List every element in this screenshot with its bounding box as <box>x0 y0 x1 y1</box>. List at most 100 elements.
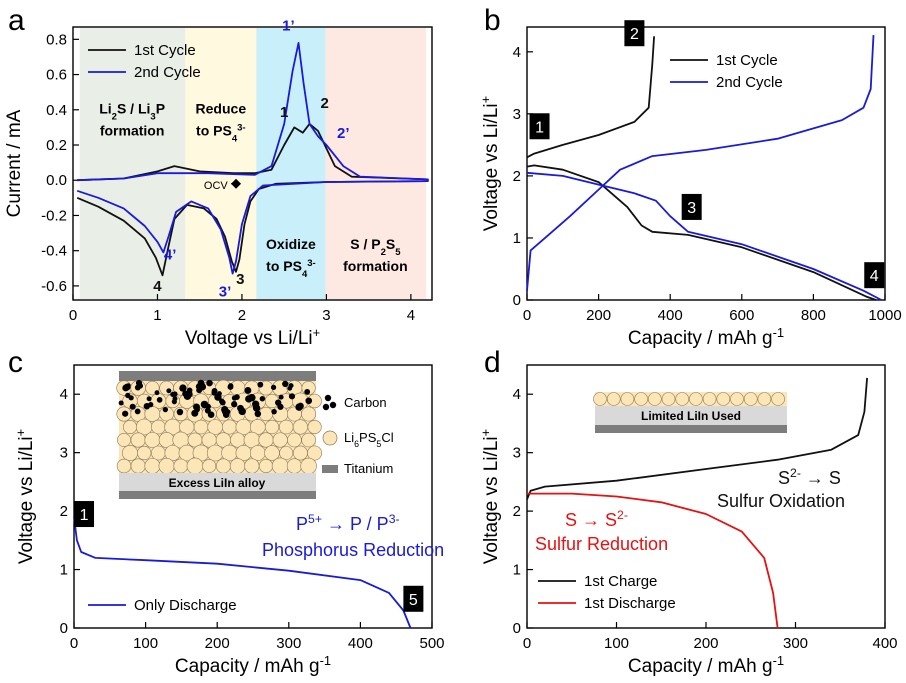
electrolyte-particle <box>173 458 189 474</box>
sulfur-oxidation-label: Sulfur Oxidation <box>717 491 845 511</box>
state-marker-4: 4 <box>870 268 879 285</box>
c-plot-frame <box>73 364 433 629</box>
d-y-tick-label: 4 <box>513 386 521 403</box>
d-x-tick-label: 100 <box>604 635 629 652</box>
carbon-particle <box>191 409 199 417</box>
sulfur-reduction-label: Sulfur Reduction <box>535 534 668 554</box>
electrolyte-particle <box>116 458 132 474</box>
a-legend-label: 2nd Cycle <box>134 64 201 81</box>
voltage-zone <box>185 28 257 299</box>
carbon-particle <box>244 387 252 394</box>
electrolyte-particle <box>271 457 289 475</box>
b-y-tick-label: 0 <box>513 292 521 309</box>
b-x-tick-label: 800 <box>801 307 826 324</box>
ocv-marker <box>231 178 242 189</box>
carbon-particle <box>287 385 293 391</box>
carbon-particle <box>185 390 193 398</box>
peak-label: 1’ <box>282 18 295 35</box>
state-marker-3-box <box>681 193 702 220</box>
electrolyte-particle <box>279 446 294 460</box>
zone-label: formation <box>343 258 408 274</box>
carbon-legend-icon <box>324 394 332 402</box>
a-x-axis-label: Voltage vs Li/Li+ <box>185 325 320 350</box>
carbon-particle <box>197 383 204 389</box>
cell-schematic-limited: Limited LiIn Used <box>593 392 787 433</box>
electrolyte-particle <box>293 445 308 461</box>
electrolyte-particle <box>221 444 238 462</box>
cv-1st-cycle-curve <box>76 123 429 277</box>
cv-2nd-cycle-curve <box>76 42 429 275</box>
phosphorus-equation: P5+ → P / P3- <box>296 512 400 534</box>
zone-label: to PS43- <box>196 122 246 144</box>
electrolyte-particle <box>287 432 302 448</box>
cell-schematic-excess: Excess LiIn alloy <box>116 371 323 499</box>
c-y-tick-label: 2 <box>60 503 68 520</box>
c-y-axis-label: Voltage vs Li/Li+ <box>13 429 38 564</box>
carbon-particle <box>128 395 134 401</box>
voltage-zone <box>256 28 326 299</box>
state-marker-1: 1 <box>80 507 89 524</box>
state-marker-1-box <box>74 501 95 528</box>
electrolyte-particle <box>130 458 146 474</box>
b-y-tick-label: 3 <box>513 106 521 123</box>
electrolyte-particle <box>229 458 246 474</box>
b-x-tick-label: 1000 <box>868 307 901 324</box>
b-legend-label: 2nd Cycle <box>716 74 783 91</box>
electrolyte-particle <box>117 433 131 447</box>
electrolyte-particle <box>702 392 717 406</box>
phosphorus-reduction-label: Phosphorus Reduction <box>262 540 444 560</box>
b-y-axis-label: Voltage vs Li/Li+ <box>478 96 503 231</box>
gcd-1st-cycle-charge-curve <box>526 36 655 159</box>
carbon-particle <box>227 384 234 390</box>
carbon-particle <box>233 394 240 400</box>
carbon-particle <box>172 391 178 397</box>
electrolyte-legend-label: Li6PS5Cl <box>344 430 394 449</box>
electrolyte-particle <box>264 419 280 435</box>
carbon-particle <box>254 410 262 418</box>
electrolyte-particle <box>258 458 274 474</box>
state-marker-1-box <box>529 113 550 140</box>
carbon-particle <box>282 380 289 388</box>
electrolyte-particle <box>634 392 648 406</box>
carbon-particle <box>248 393 256 402</box>
b-x-tick-label: 400 <box>658 307 683 324</box>
carbon-particle <box>162 406 168 413</box>
b-x-tick-label: 600 <box>729 307 754 324</box>
panel-a-label: a <box>8 4 25 37</box>
peak-label: 3’ <box>219 283 232 300</box>
carbon-particle <box>123 383 131 391</box>
electrolyte-particle <box>130 432 146 448</box>
c-legend-label: Only Discharge <box>134 597 237 614</box>
electrolyte-particle <box>307 445 323 461</box>
electrolyte-particle <box>620 392 635 406</box>
carbon-particle <box>156 397 163 403</box>
panel-c-label: c <box>8 346 23 379</box>
zone-label: to PS43- <box>266 257 316 279</box>
electrolyte-particle <box>292 419 308 435</box>
a-y-tick-label: 0.6 <box>46 67 67 84</box>
carbon-particle <box>231 401 238 408</box>
peak-label: 4 <box>153 278 162 295</box>
electrolyte-particle <box>771 392 785 406</box>
electrolyte-legend-icon <box>322 430 338 446</box>
d-legend-label: 1st Discharge <box>584 595 676 612</box>
electrolyte-particle <box>122 419 138 435</box>
peak-label: 2’ <box>337 125 350 142</box>
electrolyte-particle <box>244 458 260 474</box>
d-x-axis-label: Capacity / mAh g-1 <box>628 653 784 678</box>
d-legend-label: 1st Charge <box>584 573 657 590</box>
state-marker-5-box <box>403 585 424 612</box>
electrolyte-particle <box>689 392 703 406</box>
carbon-particle <box>143 402 151 410</box>
peak-label: 4’ <box>164 246 177 263</box>
titanium-legend-label: Titanium <box>344 461 393 476</box>
d-charge-curve <box>526 377 868 500</box>
electrolyte-particle <box>300 457 317 475</box>
carbon-legend-label: Carbon <box>344 395 387 410</box>
electrolyte-particle <box>258 432 274 448</box>
electrolyte-particle <box>647 392 662 406</box>
b-legend-label: 1st Cycle <box>716 52 778 69</box>
carbon-particle <box>134 408 141 415</box>
electrolyte-particle <box>206 444 224 462</box>
